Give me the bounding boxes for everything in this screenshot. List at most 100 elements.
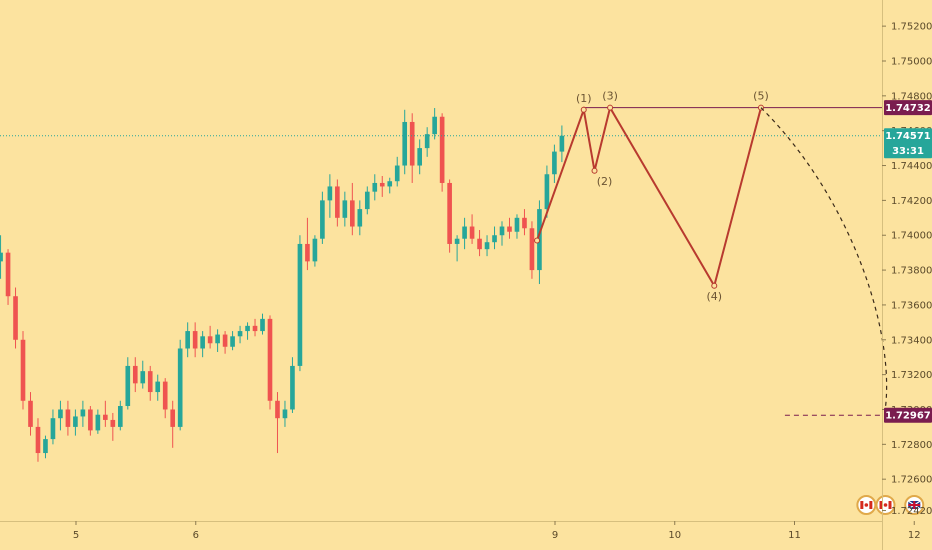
y-tick-label: 1.72800 [891, 440, 932, 451]
candle [245, 322, 250, 340]
candle [20, 331, 26, 410]
candle-body [409, 121, 415, 166]
candle-body [170, 409, 176, 427]
candle-body [230, 336, 235, 347]
projection-curve [760, 107, 888, 416]
time-axis[interactable]: 56910111213 [73, 521, 932, 541]
candle [387, 177, 393, 194]
candle-body [5, 252, 11, 297]
y-tick-label: 1.74000 [891, 231, 932, 242]
candle-body [469, 226, 475, 239]
candle-body [477, 238, 482, 250]
candle-body [439, 116, 445, 183]
canada-flag-icon[interactable] [875, 495, 896, 515]
wave-point [534, 237, 541, 244]
candle [200, 331, 205, 358]
candle-body [357, 209, 363, 227]
candle [50, 409, 56, 445]
resistance-badge: 1.74732 [884, 100, 932, 116]
candle [222, 331, 228, 354]
candle [320, 191, 325, 244]
y-tick-label: 1.73800 [891, 266, 932, 277]
candle-body [297, 243, 303, 366]
badge-value: 1.72967 [885, 411, 931, 422]
candle-body [387, 181, 393, 187]
candle [125, 357, 131, 410]
badge-value: 1.74571 [885, 131, 931, 142]
candle [552, 144, 557, 183]
flag-stripe [869, 501, 873, 509]
candle [529, 221, 535, 279]
wave-point [607, 104, 614, 111]
y-tick-label: 1.74200 [891, 196, 932, 207]
candle [290, 357, 295, 413]
candle [477, 230, 482, 257]
candle [207, 325, 213, 349]
candle-body [462, 226, 467, 239]
x-tick-label: 5 [73, 530, 79, 541]
uk-flag-icon[interactable] [904, 495, 925, 515]
candle-body [499, 226, 505, 236]
candle-body [350, 200, 355, 227]
candle [0, 235, 3, 279]
target-badge: 1.72967 [884, 407, 932, 423]
candle-body [507, 226, 512, 232]
candle [559, 125, 565, 163]
candle-body [207, 336, 213, 344]
candle-body [552, 151, 557, 175]
candle-body [267, 318, 273, 401]
candle-body [237, 331, 243, 337]
candle-body [379, 182, 385, 187]
candle-body [394, 165, 400, 182]
candle [185, 322, 190, 358]
candle [28, 392, 33, 436]
candle-body [95, 414, 101, 431]
candle-body [432, 116, 437, 135]
candle-body [417, 148, 423, 166]
candle [58, 400, 63, 431]
x-tick-label: 12 [908, 530, 921, 541]
candle-body [185, 331, 190, 349]
candle [327, 174, 333, 218]
candle-body [35, 426, 41, 454]
candle [514, 214, 520, 239]
candle-body [222, 334, 228, 347]
x-tick-label: 9 [552, 530, 558, 541]
candle-body [364, 191, 370, 210]
candle [297, 235, 303, 372]
y-tick-label: 1.72600 [891, 475, 932, 486]
candle-body [80, 409, 86, 417]
candle [507, 217, 512, 239]
candle [484, 235, 490, 257]
candle-body [140, 371, 146, 384]
event-icons-layer[interactable] [856, 495, 932, 515]
candle [447, 179, 452, 253]
canada-flag-icon[interactable] [856, 495, 877, 515]
candle [335, 179, 340, 227]
candle [424, 127, 430, 157]
candle-body [529, 228, 535, 271]
candle [252, 318, 258, 337]
candle [88, 405, 93, 436]
candle-body [402, 121, 408, 166]
x-tick-label: 6 [193, 530, 199, 541]
candle [544, 165, 550, 218]
candle [394, 156, 400, 187]
candle-body [0, 252, 3, 262]
candle-body [43, 439, 48, 454]
y-tick-label: 1.73600 [891, 300, 932, 311]
y-tick-label: 1.74400 [891, 161, 932, 172]
wave-label: (4) [706, 290, 722, 303]
candle-body [275, 400, 280, 419]
candle-body [88, 409, 93, 431]
badge-bg [884, 128, 932, 159]
candle [155, 374, 161, 401]
candle [275, 392, 280, 454]
candle [162, 378, 168, 419]
candle-body [117, 405, 123, 427]
candle-body [260, 318, 265, 332]
candle [147, 365, 153, 401]
candle [469, 214, 475, 244]
